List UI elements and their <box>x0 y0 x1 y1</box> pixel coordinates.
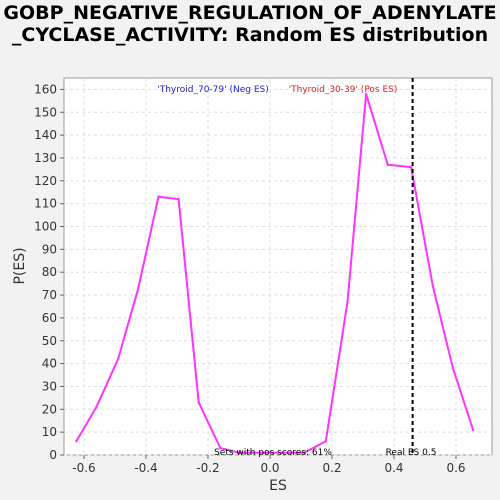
axes: 0 10 20 30 40 50 60 70 80 90 100 110 120 130 140 150 160… <box>34 82 465 475</box>
grid-lines <box>64 78 492 456</box>
y-tick-label: 80 <box>42 265 57 279</box>
y-tick-label: 10 <box>42 425 57 439</box>
es-data-point <box>237 451 241 454</box>
y-tick-label: 150 <box>34 105 57 119</box>
sets-pos-scores-label: Sets with pos scores: 61% <box>214 448 332 458</box>
x-tick-label: -0.6 <box>72 461 95 475</box>
pos-es-label: 'Thyroid_30-39' (Pos ES) <box>289 85 398 95</box>
neg-es-label: 'Thyroid_70-79' (Neg ES) <box>157 85 268 95</box>
plot-background <box>63 77 493 456</box>
x-tick-label: 0.0 <box>260 461 279 475</box>
y-tick-label: 30 <box>42 379 57 393</box>
y-tick-label: 130 <box>34 151 57 165</box>
es-data-point <box>197 401 200 404</box>
es-data-point <box>364 92 368 96</box>
y-axis-label: P(ES) <box>12 247 28 284</box>
es-data-point <box>409 165 413 169</box>
x-axis-label: ES <box>269 478 287 494</box>
es-data-point <box>431 284 434 288</box>
y-tick-label: 120 <box>34 174 57 188</box>
es-data-point <box>137 287 140 290</box>
annotations-layer: 'Thyroid_70-79' (Neg ES) 'Thyroid_30-39' … <box>157 78 436 458</box>
y-tick-label: 110 <box>34 197 57 211</box>
y-tick-label: 140 <box>34 128 57 142</box>
chart-title: GOBP_NEGATIVE_REGULATION_OF_ADENYLATE_CY… <box>3 2 497 46</box>
x-tick-label: -0.2 <box>196 461 219 475</box>
series-layer <box>75 92 475 454</box>
real-es-label: Real ES 0.5 <box>386 448 437 458</box>
es-data-point <box>177 197 180 201</box>
x-tick-label: 0.2 <box>322 461 341 475</box>
x-tick-label: 0.4 <box>384 461 403 475</box>
y-tick-label: 0 <box>49 448 57 462</box>
es-data-point <box>346 300 349 304</box>
es-data-point <box>386 163 389 167</box>
x-tick-label: 0.6 <box>446 461 465 475</box>
y-tick-label: 50 <box>42 334 57 348</box>
y-tick-label: 40 <box>42 357 57 371</box>
x-tick-label: -0.4 <box>134 461 157 475</box>
es-data-point <box>95 405 98 409</box>
y-tick-label: 60 <box>42 311 57 325</box>
y-tick-label: 20 <box>42 402 57 416</box>
es-data-point <box>219 446 222 450</box>
y-tick-label: 90 <box>42 242 57 256</box>
es-data-point <box>116 357 120 361</box>
es-distribution-line <box>75 93 475 454</box>
y-tick-label: 100 <box>34 220 57 234</box>
y-tick-label: 160 <box>34 82 57 96</box>
es-data-point <box>302 451 306 454</box>
es-data-point <box>157 195 160 199</box>
es-data-point <box>324 440 327 443</box>
y-tick-label: 70 <box>42 288 57 302</box>
es-data-point <box>451 366 455 370</box>
es-data-point <box>75 440 78 443</box>
es-data-point <box>471 428 475 432</box>
